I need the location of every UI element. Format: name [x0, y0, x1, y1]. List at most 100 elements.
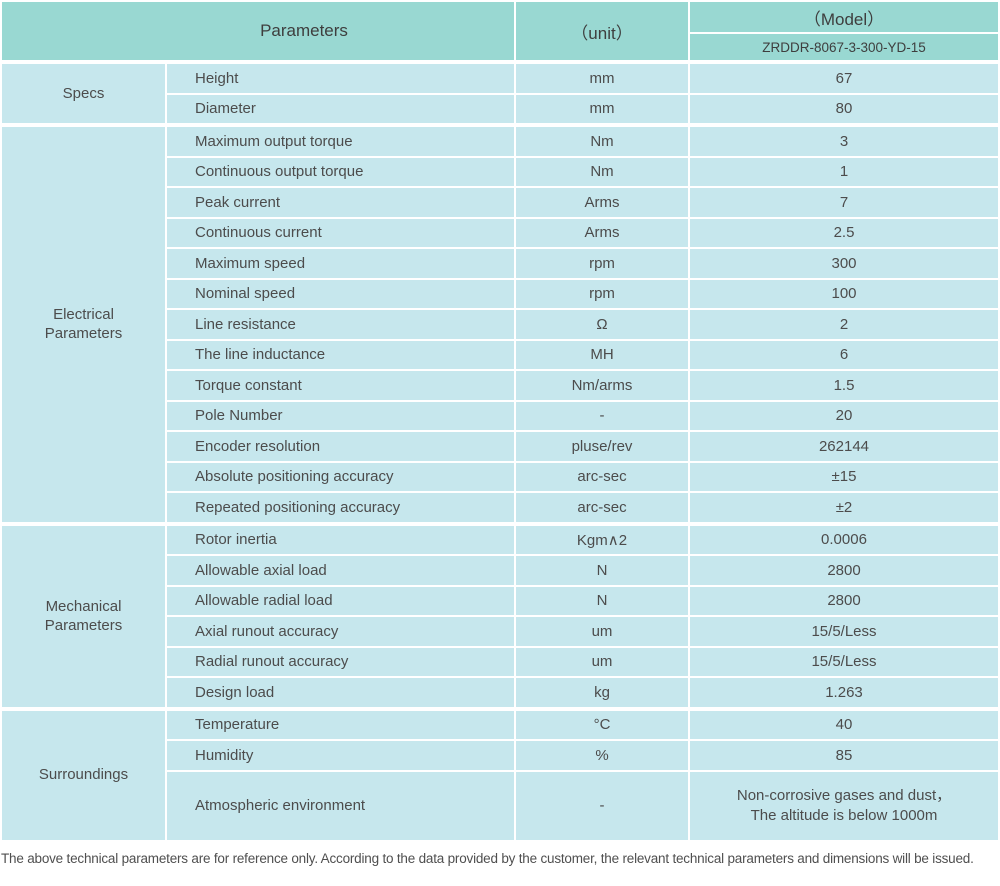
unit-cell: um: [516, 617, 688, 646]
value-cell: Non-corrosive gases and dust， The altitu…: [690, 771, 998, 840]
unit-cell: rpm: [516, 249, 688, 278]
unit-cell: Ω: [516, 310, 688, 339]
table-row: Design load kg 1.263: [167, 678, 998, 707]
param-cell: Continuous output torque: [167, 157, 514, 186]
param-cell: Maximum speed: [167, 249, 514, 278]
table-row: Maximum output torque Nm 3: [167, 127, 998, 156]
param-cell: Peak current: [167, 188, 514, 217]
table-row: Maximum speed rpm 300: [167, 249, 998, 278]
table-row: Continuous output torque Nm 1: [167, 157, 998, 186]
table-row: Absolute positioning accuracy arc-sec ±1…: [167, 462, 998, 491]
param-cell: Humidity: [167, 741, 514, 770]
unit-cell: Nm: [516, 127, 688, 156]
category-cell: Surroundings: [2, 710, 165, 840]
param-cell: Height: [167, 64, 514, 93]
value-cell: 15/5/Less: [690, 617, 998, 646]
param-cell: Allowable radial load: [167, 586, 514, 615]
unit-cell: mm: [516, 64, 688, 93]
value-cell: 15/5/Less: [690, 647, 998, 676]
value-cell: 67: [690, 64, 998, 93]
param-cell: Axial runout accuracy: [167, 617, 514, 646]
unit-cell: Kgm∧2: [516, 525, 688, 554]
header-unit: （unit）: [516, 2, 688, 60]
header-model-label: （Model）: [690, 2, 998, 32]
value-cell: 300: [690, 249, 998, 278]
unit-cell: pluse/rev: [516, 432, 688, 461]
param-cell: Diameter: [167, 94, 514, 123]
param-cell: Torque constant: [167, 371, 514, 400]
value-cell: 7: [690, 188, 998, 217]
table-row: The line inductance MH 6: [167, 340, 998, 369]
value-cell: 85: [690, 741, 998, 770]
unit-cell: °C: [516, 710, 688, 739]
param-cell: Design load: [167, 678, 514, 707]
param-cell: Absolute positioning accuracy: [167, 462, 514, 491]
param-cell: Continuous current: [167, 218, 514, 247]
param-cell: Line resistance: [167, 310, 514, 339]
value-cell: 6: [690, 340, 998, 369]
table-row: Peak current Arms 7: [167, 188, 998, 217]
value-cell: 2: [690, 310, 998, 339]
unit-cell: Arms: [516, 218, 688, 247]
param-cell: The line inductance: [167, 340, 514, 369]
value-cell: 1: [690, 157, 998, 186]
unit-cell: Arms: [516, 188, 688, 217]
param-cell: Temperature: [167, 710, 514, 739]
param-cell: Allowable axial load: [167, 556, 514, 585]
unit-cell: um: [516, 647, 688, 676]
value-cell: ±15: [690, 462, 998, 491]
unit-cell: Nm/arms: [516, 371, 688, 400]
table-row: Height mm 67: [167, 64, 998, 93]
value-cell: 40: [690, 710, 998, 739]
value-cell: 262144: [690, 432, 998, 461]
unit-cell: MH: [516, 340, 688, 369]
table-row: Nominal speed rpm 100: [167, 279, 998, 308]
unit-cell: mm: [516, 94, 688, 123]
unit-cell: arc-sec: [516, 462, 688, 491]
section-specs: Specs Height mm 67 Diameter mm 80: [2, 64, 998, 123]
section-mechanical: Mechanical Parameters Rotor inertia Kgm∧…: [2, 525, 998, 707]
value-cell: 3: [690, 127, 998, 156]
category-cell: Mechanical Parameters: [2, 525, 165, 707]
value-cell: 2.5: [690, 218, 998, 247]
value-cell: 80: [690, 94, 998, 123]
value-cell: 2800: [690, 556, 998, 585]
unit-cell: %: [516, 741, 688, 770]
unit-cell: N: [516, 586, 688, 615]
table-row: Allowable axial load N 2800: [167, 556, 998, 585]
unit-cell: -: [516, 771, 688, 840]
table-row: Diameter mm 80: [167, 94, 998, 123]
unit-cell: arc-sec: [516, 493, 688, 522]
table-row: Allowable radial load N 2800: [167, 586, 998, 615]
value-cell: 0.0006: [690, 525, 998, 554]
table-header: Parameters （unit） （Model） ZRDDR-8067-3-3…: [2, 2, 998, 60]
spec-table: Parameters （unit） （Model） ZRDDR-8067-3-3…: [2, 2, 998, 840]
category-cell: Electrical Parameters: [2, 127, 165, 522]
section-electrical: Electrical Parameters Maximum output tor…: [2, 127, 998, 522]
value-cell: 1.5: [690, 371, 998, 400]
value-cell: 2800: [690, 586, 998, 615]
param-cell: Repeated positioning accuracy: [167, 493, 514, 522]
table-row: Rotor inertia Kgm∧2 0.0006: [167, 525, 998, 554]
param-cell: Pole Number: [167, 401, 514, 430]
value-cell: 100: [690, 279, 998, 308]
unit-cell: Nm: [516, 157, 688, 186]
table-row: Pole Number - 20: [167, 401, 998, 430]
table-row: Line resistance Ω 2: [167, 310, 998, 339]
table-row: Torque constant Nm/arms 1.5: [167, 371, 998, 400]
header-model-number: ZRDDR-8067-3-300-YD-15: [690, 34, 998, 60]
unit-cell: kg: [516, 678, 688, 707]
unit-cell: rpm: [516, 279, 688, 308]
table-row: Humidity % 85: [167, 741, 998, 770]
param-cell: Radial runout accuracy: [167, 647, 514, 676]
unit-cell: -: [516, 401, 688, 430]
param-cell: Encoder resolution: [167, 432, 514, 461]
value-cell: ±2: [690, 493, 998, 522]
table-row: Temperature °C 40: [167, 710, 998, 739]
param-cell: Rotor inertia: [167, 525, 514, 554]
param-cell: Atmospheric environment: [167, 771, 514, 840]
table-row: Repeated positioning accuracy arc-sec ±2: [167, 493, 998, 522]
table-row: Continuous current Arms 2.5: [167, 218, 998, 247]
unit-cell: N: [516, 556, 688, 585]
table-row: Atmospheric environment - Non-corrosive …: [167, 771, 998, 840]
